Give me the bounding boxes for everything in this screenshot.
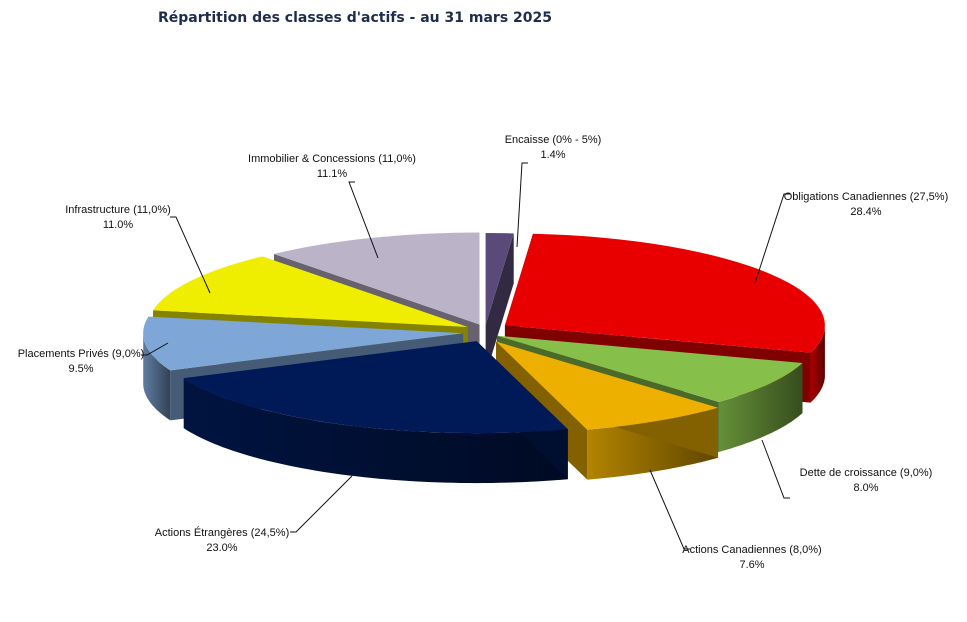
slice-value-label: 28.4% bbox=[850, 206, 881, 218]
pie-slice-side bbox=[718, 363, 803, 452]
pie-slice bbox=[153, 256, 468, 327]
pie-tops bbox=[143, 232, 825, 434]
pie-slice bbox=[143, 316, 464, 371]
slice-value-label: 1.4% bbox=[540, 149, 565, 161]
slice-label: Dette de croissance (9,0%) bbox=[800, 467, 933, 479]
leader-line bbox=[754, 193, 790, 284]
pie-slice bbox=[485, 233, 514, 326]
pie-slice bbox=[496, 341, 718, 430]
leader-line bbox=[516, 162, 528, 248]
slice-value-label: 9.5% bbox=[68, 363, 93, 375]
slice-label: Immobilier & Concessions (11,0%) bbox=[248, 153, 416, 165]
pie-slice-face bbox=[485, 233, 514, 376]
pie-slice-side bbox=[810, 325, 825, 403]
pie-slice bbox=[274, 232, 480, 325]
pie-labels: Encaisse (0% - 5%) 1.4% Obligations Canadi… bbox=[18, 134, 949, 571]
pie-slice-side bbox=[143, 332, 171, 421]
pie-slice bbox=[496, 335, 803, 402]
pie-slice bbox=[504, 233, 825, 353]
pie-slice-side bbox=[183, 378, 568, 484]
leader-line bbox=[348, 181, 379, 259]
slice-label: Actions Canadiennes (8,0%) bbox=[682, 544, 821, 556]
slice-value-label: 23.0% bbox=[206, 542, 237, 554]
slice-value-label: 7.6% bbox=[739, 559, 764, 571]
chart-title: Répartition des classes d'actifs - au 31… bbox=[158, 10, 552, 26]
slice-value-label: 11.1% bbox=[317, 168, 348, 180]
slice-label: Placements Privés (9,0%) bbox=[18, 348, 145, 360]
leader-line bbox=[761, 439, 790, 499]
slice-value-label: 11.0% bbox=[103, 219, 134, 231]
leader-line bbox=[290, 475, 353, 533]
slice-label: Infrastructure (11,0%) bbox=[65, 204, 171, 216]
slice-value-label: 8.0% bbox=[853, 482, 878, 494]
leader-line bbox=[170, 216, 211, 294]
pie-slice bbox=[183, 341, 568, 434]
slice-label: Encaisse (0% - 5%) bbox=[505, 134, 602, 146]
leader-line bbox=[649, 469, 690, 550]
slice-label: Actions Étrangères (24,5%) bbox=[155, 526, 290, 539]
slice-label: Obligations Canadiennes (27,5%) bbox=[784, 191, 949, 203]
leader-line bbox=[141, 342, 169, 356]
